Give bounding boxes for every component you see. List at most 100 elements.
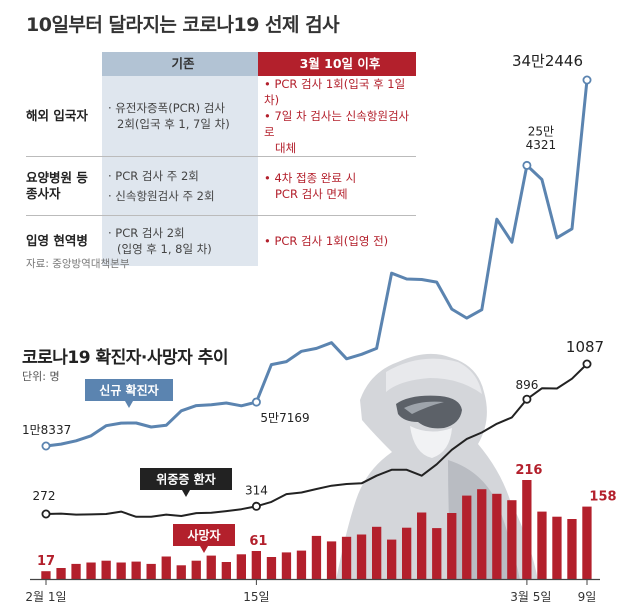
- header-after: 3월 10일 이후: [258, 52, 416, 76]
- legend-deaths-pointer: [200, 546, 208, 553]
- legend-confirmed-pointer: [125, 401, 133, 408]
- base-line: (입영 후 1, 8일 차): [117, 242, 212, 256]
- death-bar: [372, 526, 382, 580]
- death-bar: [492, 493, 502, 580]
- row-after-cell: • PCR 검사 1회(입영 전): [258, 215, 416, 266]
- label-line: 25만: [528, 124, 554, 138]
- after-line: PCR 검사 면제: [275, 187, 348, 201]
- legend-severe-pointer: [182, 490, 190, 497]
- death-bar: [552, 516, 562, 579]
- death-bar: [161, 556, 171, 579]
- hood-shading: [386, 358, 482, 394]
- legend-severe-box: [140, 468, 232, 490]
- confirmed-marker: [522, 160, 532, 170]
- death-bar: [236, 554, 246, 580]
- death-bar: [432, 528, 442, 579]
- unit-label: 단위: 명: [22, 370, 60, 383]
- goggle-glare: [404, 401, 444, 414]
- chart-title: 코로나19 확진자·사망자 추이: [22, 348, 229, 368]
- confirmed-value-label: 25만 4321: [526, 124, 557, 152]
- confirmed-cases-line: [45, 79, 589, 448]
- death-value-label: 17: [37, 554, 55, 569]
- after-line: • 4차 접종 완료 시: [264, 171, 357, 185]
- death-bar: [266, 557, 277, 579]
- death-bar: [356, 534, 367, 579]
- death-bar: [567, 519, 577, 579]
- death-bar: [191, 560, 201, 579]
- base-line: · PCR 검사 2회: [108, 226, 185, 240]
- death-bar: [176, 565, 186, 580]
- table-row: 입영 현역병 · PCR 검사 2회 (입영 후 1, 8일 차) • PCR …: [26, 215, 416, 266]
- death-bar: [522, 480, 532, 579]
- after-line: • PCR 검사 1회(입국 후 1일 차): [264, 77, 406, 107]
- label-line: 1087: [566, 338, 604, 356]
- x-tick-label: 15일: [243, 590, 269, 604]
- severe-marker: [251, 501, 261, 511]
- confirmed-marker: [41, 441, 51, 451]
- row-base-cell: · PCR 검사 주 2회 · 신속항원검사 주 2회: [102, 156, 258, 216]
- label-line: 1만8337: [22, 423, 71, 437]
- label-line: 17: [37, 554, 55, 569]
- confirmed-value-label: 5만7169: [260, 411, 309, 425]
- legend-confirmed: 신규 확진자: [85, 379, 173, 408]
- header-base: 기존: [102, 52, 258, 76]
- death-bar: [101, 560, 111, 579]
- death-bar: [281, 552, 292, 579]
- face-mask: [410, 426, 452, 458]
- death-bar: [537, 511, 547, 579]
- death-bar: [387, 539, 397, 579]
- row-label-line: 요양병원 등: [26, 170, 88, 185]
- severe-value-label: 272: [33, 489, 56, 503]
- death-bar: [56, 568, 66, 579]
- legend-severe-text: 위중증 환자: [156, 472, 215, 487]
- row-after-cell: • 4차 접종 완료 시 PCR 검사 면제: [258, 156, 416, 216]
- x-tick-label: 9일: [578, 590, 597, 604]
- death-bar: [86, 562, 96, 579]
- row-label: 해외 입국자: [26, 108, 88, 123]
- death-bar: [507, 500, 517, 579]
- label-line: 61: [249, 534, 267, 549]
- death-bar: [326, 541, 337, 579]
- row-label-line: 종사자: [26, 186, 61, 201]
- confirmed-marker: [251, 397, 261, 407]
- death-bar: [462, 495, 472, 579]
- death-bar: [206, 555, 216, 579]
- label-line: 896: [515, 378, 538, 392]
- deaths-bars: [41, 480, 592, 580]
- death-bar: [251, 551, 261, 579]
- row-label: 입영 현역병: [26, 215, 102, 266]
- severe-marker: [582, 359, 592, 369]
- after-line: • PCR 검사 1회(입영 전): [264, 234, 389, 248]
- death-bar: [311, 535, 322, 579]
- severe-marker: [522, 394, 532, 404]
- death-bar: [41, 571, 51, 579]
- death-value-label: 61: [249, 534, 267, 549]
- death-bar: [477, 489, 487, 579]
- label-line: 4321: [526, 138, 557, 152]
- table-row: 요양병원 등 종사자 · PCR 검사 주 2회 · 신속항원검사 주 2회 •…: [26, 156, 416, 216]
- table-header-row: 기존 3월 10일 이후: [26, 52, 416, 76]
- legend-deaths-text: 사망자: [187, 528, 220, 543]
- after-line: 대체: [275, 141, 297, 155]
- after-line: • 7일 차 검사는 신속항원검사로: [264, 109, 410, 139]
- row-base-cell: · 유전자증폭(PCR) 검사 2회(입국 후 1, 7일 차): [102, 76, 258, 157]
- row-after-cell: • PCR 검사 1회(입국 후 1일 차) • 7일 차 검사는 신속항원검사…: [258, 76, 416, 157]
- severe-value-label: 314: [245, 483, 268, 497]
- x-tick-label: 2월 1일: [25, 590, 66, 604]
- row-label: 요양병원 등 종사자: [26, 156, 102, 216]
- death-bar: [582, 506, 592, 579]
- legend-deaths: 사망자: [173, 524, 235, 553]
- base-line: · 신속항원검사 주 2회: [108, 189, 215, 203]
- legend-confirmed-text: 신규 확진자: [99, 383, 158, 398]
- death-bar: [146, 563, 156, 579]
- death-bar: [71, 563, 81, 579]
- label-line: 34만2446: [512, 52, 583, 70]
- legend-confirmed-box: [85, 379, 173, 401]
- severe-patients-line: [45, 363, 588, 518]
- label-line: 158: [589, 490, 616, 505]
- legend-severe: 위중증 환자: [140, 468, 232, 497]
- base-line: · 유전자증폭(PCR) 검사: [108, 101, 225, 115]
- severe-value-label: 1087: [566, 338, 604, 356]
- severe-value-label: 896: [515, 378, 538, 392]
